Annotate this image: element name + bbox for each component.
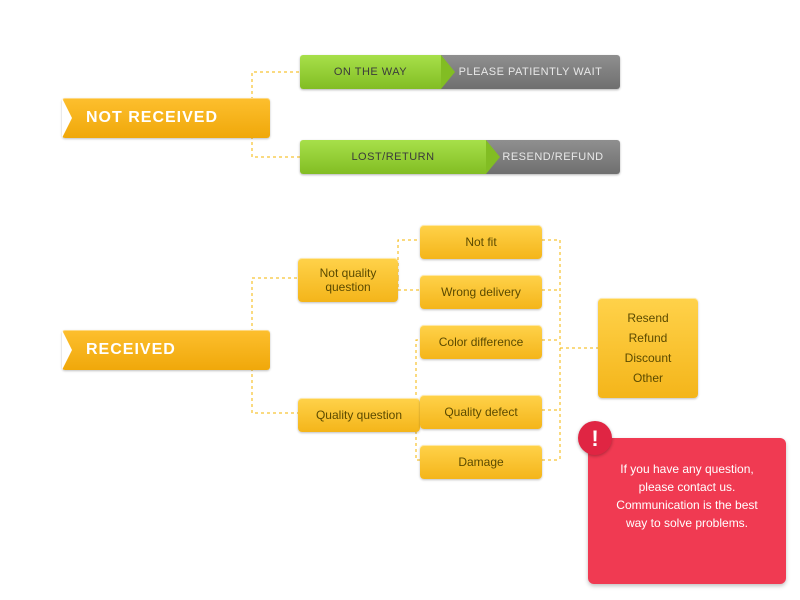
exclamation-icon: !	[578, 421, 612, 455]
leaf-wrong_deliv-label: Wrong delivery	[441, 285, 521, 299]
leaf-color_diff: Color difference	[420, 325, 542, 359]
node-quality-question: Quality question	[298, 398, 420, 432]
status-bar-lost-return: LOST/RETURN RESEND/REFUND	[300, 140, 620, 174]
chevron-notch-icon	[62, 330, 72, 370]
leaf-not_fit: Not fit	[420, 225, 542, 259]
leaf-damage: Damage	[420, 445, 542, 479]
leaf-qual_defect-label: Quality defect	[444, 405, 517, 419]
diagram-stage: { "type": "flowchart", "background_color…	[0, 0, 800, 600]
status-bar-on-the-way: ON THE WAY PLEASE PATIENTLY WAIT	[300, 55, 620, 89]
note-line2: please contact us.	[602, 478, 772, 496]
note-line4: way to solve problems.	[602, 514, 772, 532]
note-line1: If you have any question,	[602, 460, 772, 478]
root-not-received: NOT RECEIVED	[62, 98, 270, 138]
bar2-right-label: RESEND/REFUND	[502, 151, 603, 163]
chevron-notch-icon	[62, 98, 72, 138]
root-not-received-label: NOT RECEIVED	[86, 109, 218, 127]
note-line3: Communication is the best	[602, 496, 772, 514]
bar1-left-label: ON THE WAY	[334, 66, 407, 78]
node-quality-label: Quality question	[316, 408, 402, 422]
node-not-quality-question: Not quality question	[298, 258, 398, 302]
leaf-qual_defect: Quality defect	[420, 395, 542, 429]
leaf-color_diff-label: Color difference	[439, 335, 524, 349]
outcomes-box: Resend Refund Discount Other	[598, 298, 698, 398]
outcome-other: Other	[633, 371, 663, 385]
outcome-resend: Resend	[627, 311, 668, 325]
outcome-refund: Refund	[629, 331, 668, 345]
bar2-left-label: LOST/RETURN	[351, 151, 434, 163]
leaf-wrong_deliv: Wrong delivery	[420, 275, 542, 309]
node-not-quality-label: Not quality question	[304, 266, 392, 295]
chevron-right-icon	[486, 140, 500, 174]
outcome-discount: Discount	[625, 351, 672, 365]
root-received: RECEIVED	[62, 330, 270, 370]
leaf-damage-label: Damage	[458, 455, 503, 469]
contact-note: ! If you have any question, please conta…	[588, 438, 786, 584]
leaf-not_fit-label: Not fit	[465, 235, 496, 249]
bar1-right-label: PLEASE PATIENTLY WAIT	[459, 66, 603, 78]
root-received-label: RECEIVED	[86, 341, 176, 359]
chevron-right-icon	[441, 55, 455, 89]
